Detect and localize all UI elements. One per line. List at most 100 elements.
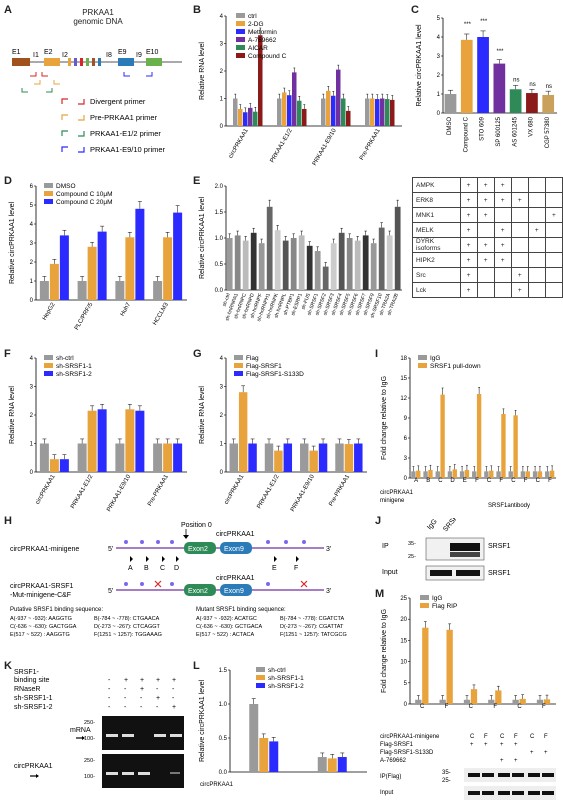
kinase-cell: + — [476, 237, 495, 253]
bar — [362, 235, 369, 290]
k-sign: + — [156, 677, 160, 684]
y-axis-label: Fold change relative to IgG — [381, 376, 388, 460]
legend-label: sh-SRSF1-1 — [56, 363, 92, 370]
kinase-cell: + — [459, 192, 478, 208]
legend-label: DMSO — [56, 183, 76, 190]
x-tick-label: STO 609 — [480, 116, 486, 141]
y-tick-label: 4 — [220, 356, 224, 362]
site-f: F — [294, 565, 298, 572]
kinase-cell: + — [493, 192, 512, 208]
bar — [476, 394, 482, 478]
bar — [125, 409, 135, 472]
m-cell: + — [530, 750, 534, 756]
y-tick-label: 2 — [437, 73, 441, 79]
x-tick-label: A — [414, 478, 418, 484]
legend-label: sh-ctrl — [56, 355, 74, 362]
bar — [298, 235, 305, 290]
kinase-cell: + — [476, 207, 495, 223]
y-tick-label: 25 — [400, 596, 407, 602]
site-a: A — [128, 565, 133, 572]
k-sign: - — [156, 686, 159, 693]
bar — [322, 266, 329, 290]
legend-swatch — [236, 37, 245, 42]
bar — [338, 232, 345, 290]
k-sign: + — [124, 677, 128, 684]
k-sign: - — [124, 704, 127, 711]
legend-label: Flag — [246, 355, 259, 362]
y-tick-label: 10 — [400, 660, 407, 666]
k-sign: - — [108, 686, 111, 693]
y-tick-label: 15 — [400, 638, 407, 644]
k-sign: + — [172, 677, 176, 684]
legend-swatch — [44, 363, 53, 368]
kinase-row-label: HIPK2 — [412, 252, 461, 268]
bar — [525, 471, 530, 478]
svg-text:F(1251 ~ 1257): TGGAAAG: F(1251 ~ 1257): TGGAAAG — [94, 632, 162, 638]
y-tick-label: 0 — [220, 124, 224, 130]
kinase-row-label: MNK1 — [412, 207, 461, 223]
bar — [269, 741, 279, 772]
x-tick-label: PRKAA1-E1/2 — [270, 127, 295, 163]
y-axis-label: Relative circPRKAA1 level — [199, 680, 206, 763]
svg-text:100-: 100- — [84, 736, 95, 742]
svg-text:B(-784 ~ -778): CTGAACA: B(-784 ~ -778): CTGAACA — [94, 616, 160, 622]
kinase-cell: + — [544, 207, 563, 223]
legend-label: A-769662 — [248, 37, 277, 44]
bar — [537, 471, 543, 478]
x-tick-label: HCCLM3 — [152, 301, 170, 326]
y-tick-label: 0 — [437, 111, 441, 117]
k-sign: - — [108, 695, 111, 702]
bar — [460, 39, 473, 113]
bar — [428, 470, 433, 478]
legend-label: AICAR — [248, 45, 268, 52]
legend-swatch — [418, 363, 427, 368]
significance-label: *** — [464, 22, 472, 28]
kinase-cell — [527, 237, 546, 253]
bar — [354, 240, 361, 290]
legend-swatch — [234, 363, 243, 368]
chart-f: 0 1 2 3 4 Relative RNA level circPRKAA1 PRKAA1-… — [9, 355, 187, 512]
x-tick-label: C — [511, 478, 516, 484]
k-sign: + — [140, 686, 144, 693]
y-tick-label: 0 — [404, 476, 408, 482]
x-tick-label: PRKAA1-E9/10 — [312, 127, 338, 166]
m-cell: F — [514, 734, 518, 740]
y-tick-label: 2 — [220, 413, 224, 419]
legend-label: sh-ctrl — [268, 667, 286, 674]
y-tick-label: 1 — [30, 442, 34, 448]
y-tick-label: 0.0 — [215, 288, 224, 294]
exon-e1 — [12, 58, 30, 66]
x-tick-label: F — [499, 478, 503, 484]
bar — [77, 443, 87, 472]
kinase-cell: + — [459, 177, 478, 193]
x-tick-label: circPRKAA1 — [35, 473, 57, 505]
m-cell: F — [484, 734, 488, 740]
m-cell: + — [500, 758, 504, 764]
bar — [317, 757, 327, 772]
kinase-cell — [527, 207, 546, 223]
m-cell: F — [544, 734, 548, 740]
x-tick-label: circPRKAA1 — [224, 473, 246, 505]
kinase-cell: + — [493, 237, 512, 253]
legend-label: IgG — [432, 595, 442, 602]
x-tick-label: circPRKAA1 — [228, 127, 250, 159]
panel-letter-m: M — [375, 588, 385, 600]
bar — [248, 443, 257, 472]
y-tick-label: 3 — [30, 385, 34, 391]
m-cell: + — [470, 742, 474, 748]
exon2-label: Exon2 — [188, 546, 208, 553]
kinase-cell — [527, 267, 546, 283]
bar — [444, 94, 457, 113]
bar — [234, 235, 241, 290]
kinase-cell: + — [527, 222, 546, 238]
k-sign: + — [140, 677, 144, 684]
y-axis-label: Relative circPRKAA1 level — [199, 197, 206, 280]
x-tick-label: Compound C — [463, 116, 469, 152]
bar — [496, 471, 501, 478]
y-tick-label: 0 — [404, 702, 408, 708]
y-tick-label: 2 — [30, 260, 34, 266]
bar — [331, 95, 336, 126]
y-tick-label: 0 — [220, 470, 224, 476]
bar — [439, 699, 446, 704]
legend-swatch — [236, 29, 245, 34]
